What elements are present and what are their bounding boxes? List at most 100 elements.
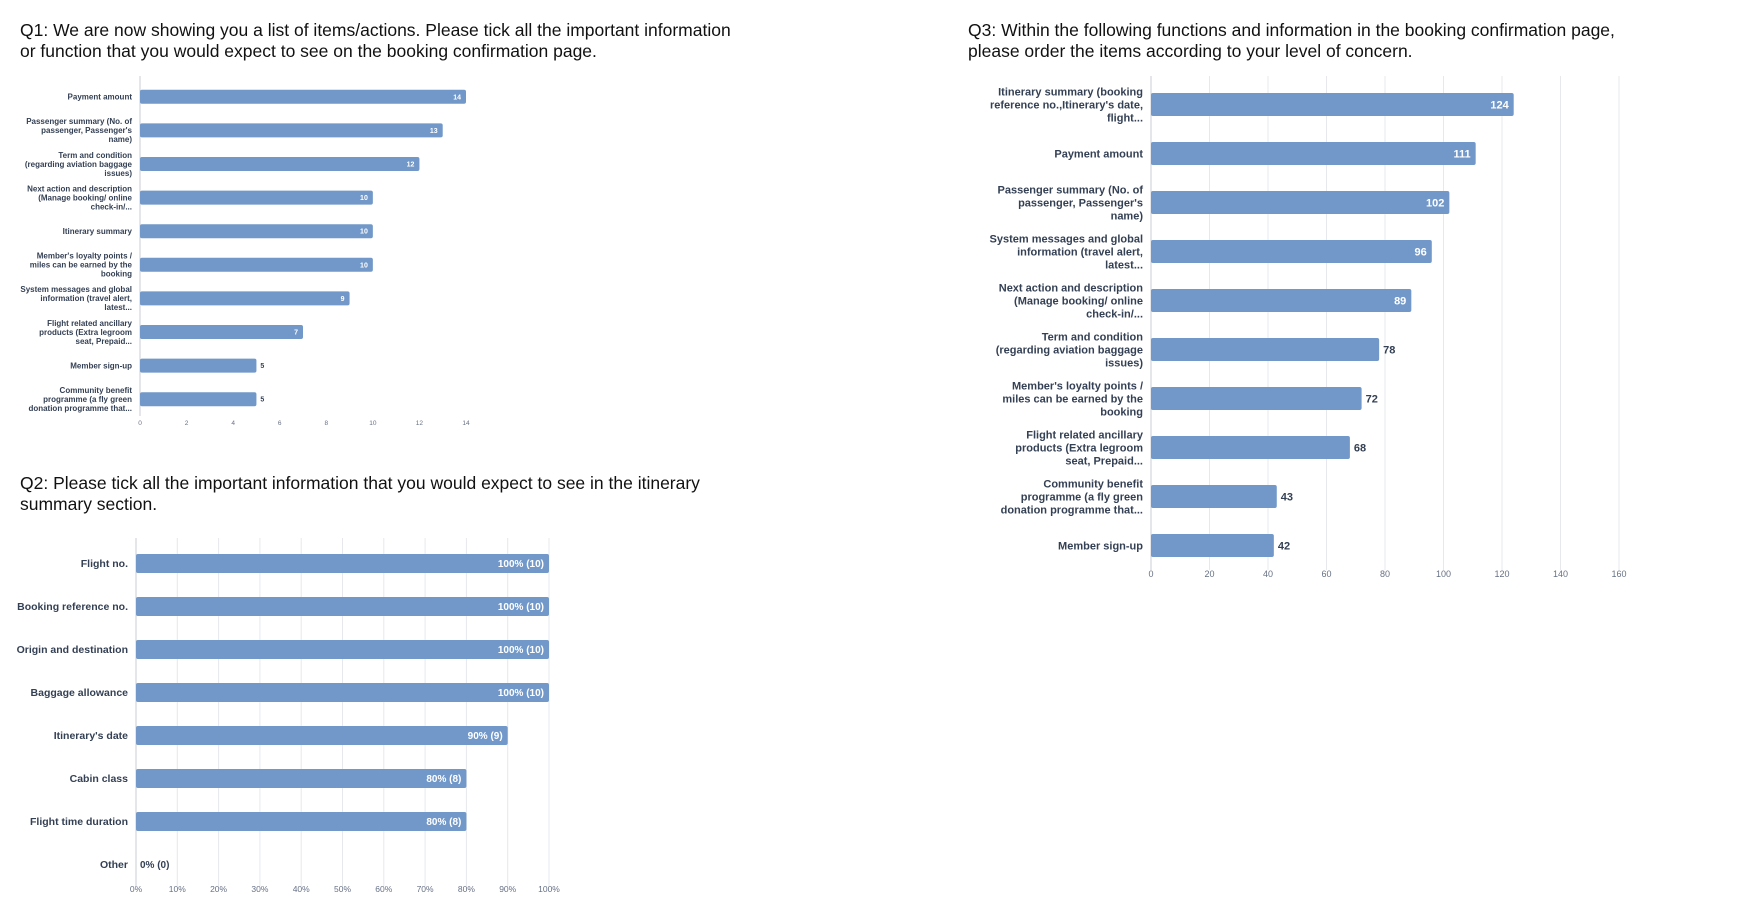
q2-value-label: 100% (10) [498, 645, 544, 656]
q2-bar [136, 726, 508, 745]
q2-value-label: 80% (8) [426, 774, 461, 785]
q3-x-tick-label: 160 [1611, 569, 1626, 579]
q2-value-label: 80% (8) [426, 817, 461, 828]
q2-bar [136, 640, 549, 659]
q3-bar [1151, 191, 1450, 214]
q1-bar-chart: 0 2 4 6 8 10 12 14 Payment amount 14 Passenger sum… [20, 76, 470, 427]
q1-value-label: 14 [453, 94, 461, 101]
q1-value-label: 5 [260, 363, 264, 370]
q2-bar-chart: 0% 10% 20% 30% 40% 50% 60% 70% 80% 90% 100% Flight … [17, 538, 560, 894]
q3-category-label: Payment amount [1054, 148, 1143, 160]
q2-value-label: 100% (10) [498, 559, 544, 570]
q2-category-label: Booking reference no. [17, 601, 128, 613]
q1-category-label: Community benefit programme (a fly green d… [28, 386, 132, 413]
q2-x-tick-label: 10% [169, 884, 186, 894]
q3-bar [1151, 142, 1476, 165]
q3-category-label: Term and condition (regarding aviation ba… [996, 331, 1144, 369]
q1-x-tick-label: 8 [324, 420, 328, 427]
q2-category-label: Cabin class [70, 773, 129, 785]
q3-category-label: System messages and global information (t… [990, 233, 1143, 271]
q1-value-label: 12 [407, 162, 415, 169]
q3-bar [1151, 485, 1277, 508]
q2-category-label: Baggage allowance [31, 687, 129, 699]
q3-bar [1151, 338, 1380, 361]
q3-bar [1151, 240, 1432, 263]
q1-category-label: Flight related ancillary products (Extra … [39, 319, 132, 346]
q2-category-label: Other [100, 859, 128, 871]
q1-x-tick-label: 6 [278, 420, 282, 427]
q3-question-title: Q3: Within the following functions and i… [968, 20, 1615, 61]
q2-bar [136, 769, 467, 788]
q3-x-tick-label: 140 [1553, 569, 1568, 579]
q3-value-label: 43 [1281, 491, 1293, 503]
q1-value-label: 13 [430, 128, 438, 135]
q3-value-label: 102 [1426, 197, 1444, 209]
q1-bar [140, 257, 373, 272]
q2-category-label: Flight time duration [30, 816, 128, 828]
q1-value-label: 9 [341, 296, 345, 303]
q1-category-label: Term and condition (regarding aviation ba… [25, 151, 133, 178]
q3-bar [1151, 534, 1274, 557]
q2-x-tick-label: 20% [210, 884, 227, 894]
q2-bar [136, 554, 549, 573]
q3-value-label: 68 [1354, 442, 1366, 454]
q2-category-label: Flight no. [81, 558, 128, 570]
q1-bar [140, 224, 373, 239]
q1-bar [140, 392, 257, 407]
q2-x-tick-label: 0% [130, 884, 143, 894]
q1-x-tick-label: 2 [185, 420, 189, 427]
q1-value-label: 10 [360, 195, 368, 202]
q2-x-tick-label: 80% [458, 884, 475, 894]
q3-category-label: Next action and description (Manage booki… [999, 282, 1144, 320]
q1-bar [140, 325, 303, 339]
q3-value-label: 124 [1490, 99, 1509, 111]
q3-category-label: Community benefit programme (a fly green d… [1001, 478, 1144, 516]
q3-x-tick-label: 60 [1321, 569, 1331, 579]
q2-x-tick-label: 100% [538, 884, 560, 894]
q1-question-title: Q1: We are now showing you a list of ite… [20, 20, 731, 61]
q3-x-tick-label: 40 [1263, 569, 1273, 579]
q2-value-label: 90% (9) [468, 731, 503, 742]
q1-x-tick-label: 4 [231, 420, 235, 427]
q3-value-label: 42 [1278, 540, 1290, 552]
q2-x-tick-label: 30% [251, 884, 268, 894]
q1-bar [140, 89, 466, 104]
q2-x-tick-label: 60% [375, 884, 392, 894]
q1-category-label: Passenger summary (No. of passenger, Pass… [26, 117, 132, 144]
q3-x-tick-label: 80 [1380, 569, 1390, 579]
q3-x-tick-label: 0 [1148, 569, 1153, 579]
q1-x-tick-label: 14 [462, 420, 470, 427]
q3-value-label: 89 [1394, 295, 1406, 307]
q1-value-label: 5 [260, 397, 264, 404]
q1-category-label: Payment amount [68, 93, 133, 102]
q3-bar [1151, 93, 1514, 116]
q1-x-tick-label: 0 [138, 420, 142, 427]
q1-value-label: 10 [360, 229, 368, 236]
q1-value-label: 10 [360, 262, 368, 269]
q1-x-tick-label: 10 [369, 420, 377, 427]
q2-question-title: Q2: Please tick all the important inform… [20, 473, 700, 514]
q3-x-tick-label: 20 [1204, 569, 1214, 579]
q2-x-tick-label: 90% [499, 884, 516, 894]
q1-x-tick-label: 12 [416, 420, 424, 427]
q1-category-label: Next action and description (Manage booki… [27, 184, 132, 211]
q1-value-label: 7 [294, 330, 298, 337]
q3-category-label: Flight related ancillary products (Extra … [1015, 429, 1144, 467]
q2-bar [136, 812, 467, 831]
q3-value-label: 96 [1415, 246, 1427, 258]
q3-category-label: Member's loyalty points / miles can be ea… [1002, 380, 1143, 418]
q2-category-label: Itinerary's date [54, 730, 128, 742]
q3-value-label: 72 [1366, 393, 1378, 405]
q2-value-label: 0% (0) [140, 860, 169, 871]
q3-bar-chart: 0 20 40 60 80 100 120 140 160 Itinerary summary (… [990, 76, 1627, 579]
q1-category-label: System messages and global information (t… [20, 285, 132, 312]
q2-value-label: 100% (10) [498, 602, 544, 613]
q2-value-label: 100% (10) [498, 688, 544, 699]
q1-bar [140, 123, 443, 138]
q1-bar [140, 291, 350, 306]
q1-bar [140, 358, 257, 373]
q2-bar [136, 683, 549, 702]
q1-category-label: Member sign-up [70, 361, 132, 370]
q1-category-label: Itinerary summary [63, 227, 133, 236]
q2-bar [136, 597, 549, 616]
